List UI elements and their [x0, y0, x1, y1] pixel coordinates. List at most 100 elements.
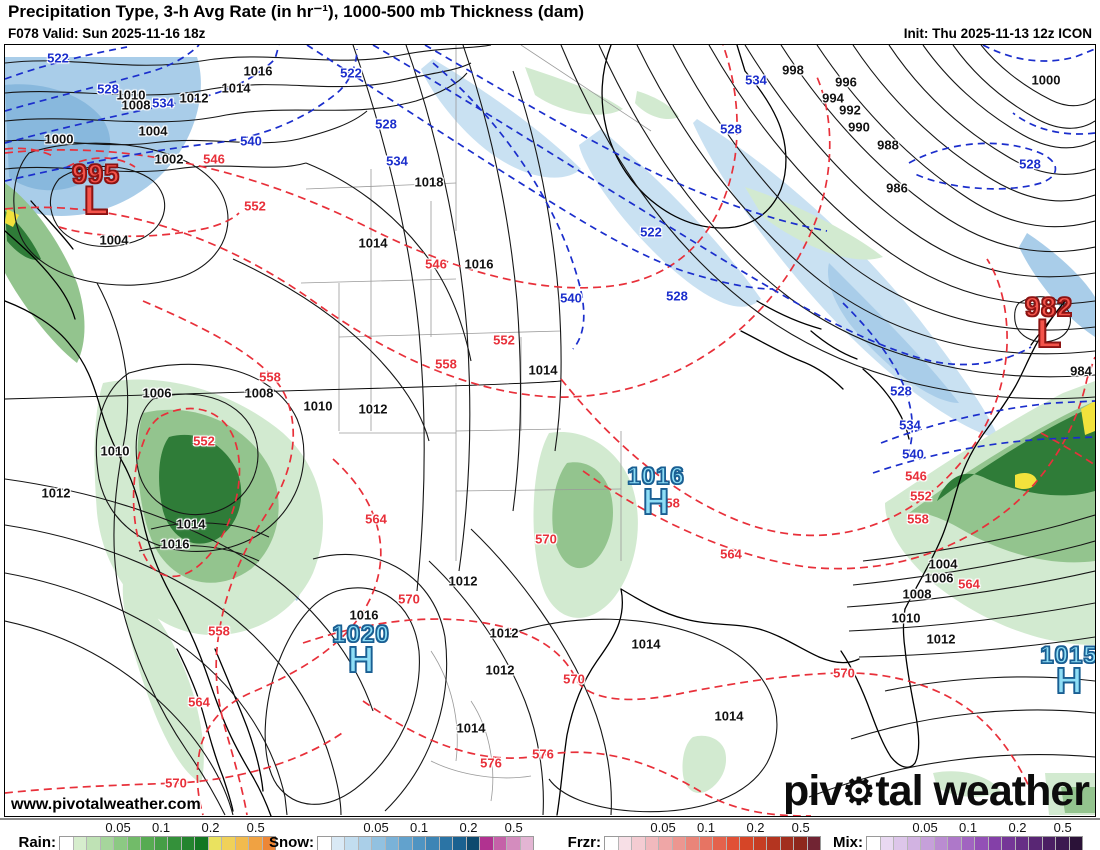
- legend-scale-label: Mix:: [833, 834, 863, 850]
- thickness-label-red: 552: [193, 433, 215, 449]
- legend-color-cell: [385, 837, 399, 850]
- thickness-label-red: 570: [833, 665, 855, 681]
- legend-color-cell: [740, 837, 754, 850]
- legend-color-cell: [399, 837, 413, 850]
- init-time-label: Init: Thu 2025-11-13 12z ICON: [903, 26, 1092, 41]
- legend-color-cell: [249, 837, 263, 850]
- isobar-label: 990: [848, 119, 870, 135]
- legend-color-cell: [988, 837, 1002, 850]
- isobar-label: 1008: [121, 97, 151, 113]
- isobar-label: 998: [782, 62, 804, 78]
- thickness-label-red: 552: [910, 488, 932, 504]
- legend-color-cell: [659, 837, 673, 850]
- legend-tick-label: 0.5: [1053, 820, 1072, 835]
- legend-color-cell: [645, 837, 659, 850]
- legend-color-bar: [604, 836, 821, 850]
- legend-color-cell: [1029, 837, 1043, 850]
- legend-color-cell: [1042, 837, 1056, 850]
- legend-tick-label: 0.5: [246, 820, 265, 835]
- legend-color-cell: [235, 837, 249, 850]
- legend-tick-label: 0.2: [459, 820, 478, 835]
- thickness-label-blue: 534: [152, 95, 174, 111]
- isobar-label: 1010: [116, 87, 146, 103]
- high-pressure-center: 1020 H: [332, 621, 390, 680]
- legend-color-cell: [168, 837, 182, 850]
- legend-tick-label: 0.2: [1008, 820, 1027, 835]
- pivotal-weather-logo: piv⚙tal weather: [783, 767, 1090, 815]
- isobar-label: 1016: [464, 256, 494, 272]
- isobar-label: 1012: [489, 625, 519, 641]
- legend-color-cell: [453, 837, 467, 850]
- thickness-label-blue: 528: [375, 116, 397, 132]
- isobar-label: 1012: [41, 485, 71, 501]
- thickness-label-blue: 540: [902, 446, 924, 462]
- header-subrow: F078 Valid: Sun 2025-11-16 18z Init: Thu…: [8, 26, 1092, 41]
- thickness-label-blue: 528: [666, 288, 688, 304]
- map-label-layer: 1016 1014 1012 1010 1008 1004 1000 1002 1004 1018…: [5, 45, 1095, 816]
- legend-color-cell: [753, 837, 767, 850]
- legend-color-cell: [181, 837, 195, 850]
- thickness-label-red: 564: [188, 694, 210, 710]
- legend-color-cell: [975, 837, 989, 850]
- high-pressure-center: 1016 H: [627, 463, 685, 522]
- isobar-label: 992: [839, 102, 861, 118]
- legend-color-cell: [1056, 837, 1070, 850]
- isobar-label: 1016: [160, 536, 190, 552]
- gear-icon: ⚙: [842, 771, 876, 812]
- legend-color-cell: [73, 837, 87, 850]
- legend-color-cell: [605, 837, 619, 850]
- legend-color-cell: [699, 837, 713, 850]
- isobar-label: 1012: [448, 573, 478, 589]
- thickness-label-red: 558: [435, 356, 457, 372]
- thickness-label-blue: 522: [47, 50, 69, 66]
- thickness-label-red: 558: [658, 495, 680, 511]
- isobar-label: 1004: [928, 556, 958, 572]
- thickness-label-red: 576: [480, 755, 502, 771]
- valid-time-label: F078 Valid: Sun 2025-11-16 18z: [8, 26, 206, 41]
- legend-color-cell: [880, 837, 894, 850]
- legend-color-cell: [1015, 837, 1029, 850]
- legend-tick-label: 0.2: [201, 820, 220, 835]
- legend-color-cell: [520, 837, 533, 850]
- isobar-label: 986: [886, 180, 908, 196]
- legend-color-cell: [100, 837, 114, 850]
- legend-color-cell: [345, 837, 359, 850]
- isobar-label: 1014: [714, 708, 744, 724]
- thickness-label-blue: 540: [240, 133, 262, 149]
- legend-color-bar: [866, 836, 1083, 850]
- legend-color-bar: [317, 836, 534, 850]
- legend-tick-label: 0.1: [410, 820, 429, 835]
- isobar-label: 1018: [414, 174, 444, 190]
- isobar-label: 996: [835, 74, 857, 90]
- low-pressure-center: 982 L: [1024, 292, 1074, 357]
- isobar-label: 1000: [44, 131, 74, 147]
- thickness-label-blue: 534: [386, 153, 408, 169]
- legend-color-cell: [780, 837, 794, 850]
- thickness-label-red: 570: [398, 591, 420, 607]
- thickness-label-red: 552: [493, 332, 515, 348]
- legend-color-cell: [154, 837, 168, 850]
- legend-color-cell: [507, 837, 521, 850]
- thickness-label-blue: 534: [899, 417, 921, 433]
- legend-scale-label: Rain:: [18, 834, 57, 850]
- legend-color-cell: [632, 837, 646, 850]
- legend-color-cell: [867, 837, 881, 850]
- legend-tick-label: 0.2: [746, 820, 765, 835]
- isobar-label: 1004: [99, 232, 129, 248]
- legend-color-cell: [934, 837, 948, 850]
- legend-color-cell: [114, 837, 128, 850]
- legend-tick-label: 0.05: [363, 820, 389, 835]
- legend-color-cell: [141, 837, 155, 850]
- legend-color-cell: [331, 837, 345, 850]
- legend-color-cell: [195, 837, 209, 850]
- legend-color-cell: [358, 837, 372, 850]
- legend-frzr-scale: Frzr: 0.05 0.1 0.2 0.5: [555, 820, 821, 850]
- thickness-label-red: 558: [259, 369, 281, 385]
- legend-color-cell: [208, 837, 222, 850]
- legend-color-cell: [466, 837, 480, 850]
- thickness-label-red: 576: [532, 746, 554, 762]
- legend-scale-label: Frzr:: [567, 834, 601, 850]
- thickness-label-blue: 528: [1019, 156, 1041, 172]
- isobar-label: 1008: [244, 385, 274, 401]
